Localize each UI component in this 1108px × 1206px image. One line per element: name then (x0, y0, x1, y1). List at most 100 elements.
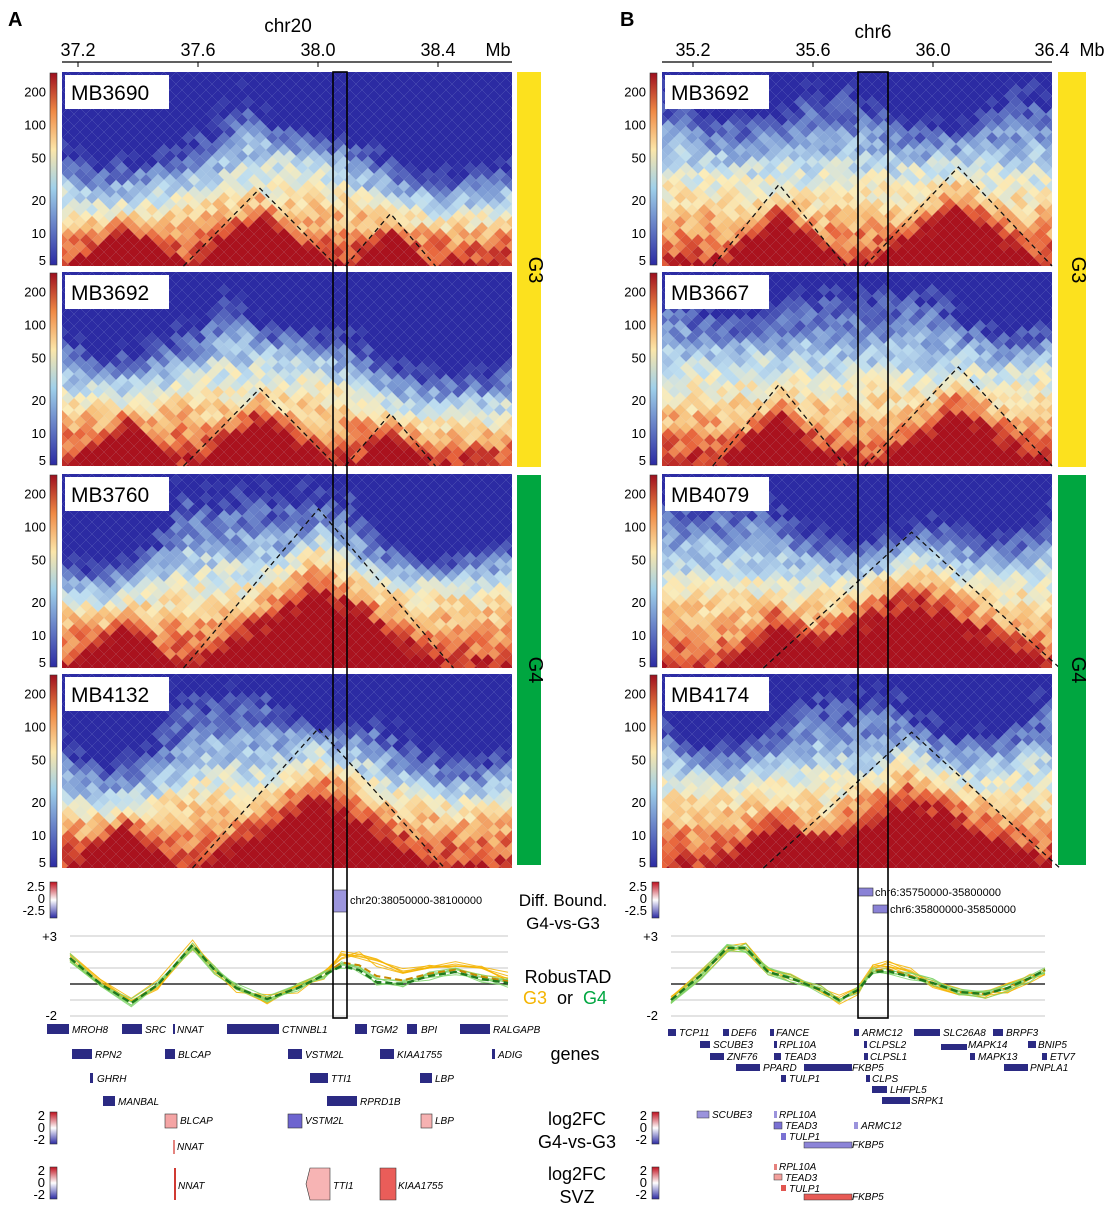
hic-cell (44, 54, 56, 66)
hic-cell (62, 624, 68, 636)
hic-cell (464, 660, 476, 668)
hic-cell (212, 72, 224, 78)
hic-cell (500, 474, 512, 480)
hic-cell (428, 258, 440, 266)
hic-cell (62, 564, 68, 576)
hic-cell (114, 264, 118, 266)
hic-cell (404, 258, 416, 266)
hic-cell (198, 666, 202, 668)
hic-cell (506, 582, 512, 594)
hic-cell (498, 464, 502, 466)
hic-cell (50, 464, 62, 476)
hic-cell (164, 458, 176, 466)
hic-cell (212, 458, 224, 466)
hic-cell (188, 674, 200, 680)
hic-cell (368, 660, 380, 668)
hic-cell (248, 272, 260, 278)
axis-a: 37.2 37.6 38.0 38.4 Mb (60, 40, 512, 67)
hic-cell (62, 114, 68, 126)
hic-cell (128, 660, 140, 668)
hic-cell (66, 264, 70, 266)
hic-cell (62, 516, 68, 528)
hic-cell (368, 72, 380, 78)
hic-cell (236, 458, 248, 466)
hic-cell (62, 162, 68, 174)
panel-letter-a: A (8, 9, 22, 31)
hic-cell (320, 258, 332, 266)
colorbar-tick-label: 200 (24, 284, 46, 299)
hic-cell (428, 674, 440, 680)
hic-cell (452, 272, 464, 278)
hic-cell (308, 458, 320, 466)
hic-cell (506, 296, 512, 308)
hic-cell (62, 150, 68, 162)
hic-cell (428, 660, 440, 668)
hic-cell (500, 660, 512, 668)
hic-cell (506, 654, 512, 666)
hic-cell (428, 272, 440, 278)
hic-cell (258, 264, 262, 266)
hic-cell (224, 258, 236, 266)
hic-cell (488, 458, 500, 466)
hic-cell (270, 666, 274, 668)
hic-cell (428, 72, 440, 78)
hic-cell (506, 132, 512, 144)
hic-cell (308, 272, 320, 278)
hic-cell (506, 734, 512, 746)
hic-cell (506, 630, 512, 642)
hic-cell (140, 458, 152, 466)
hic-cell (62, 434, 68, 446)
hic-cell (200, 258, 212, 266)
hic-cell (92, 258, 104, 266)
hic-cell (62, 398, 68, 410)
hic-cell (506, 228, 512, 240)
hic-cell (174, 264, 178, 266)
hic-cell (506, 72, 512, 84)
hic-cell (62, 246, 68, 258)
hic-cell (506, 686, 512, 698)
axis-unit-label: Mb (485, 40, 510, 60)
hic-cell (506, 356, 512, 368)
hic-cell (236, 258, 248, 266)
hic-cell (462, 666, 466, 668)
hic-cell (356, 474, 368, 480)
hic-cell (380, 258, 392, 266)
hic-cell (138, 464, 142, 466)
axis-tick-label: 38.4 (420, 40, 455, 60)
hic-cell (356, 674, 368, 680)
colorbar-tick-label: 50 (32, 552, 46, 567)
hic-cell (200, 474, 212, 480)
hic-cell (62, 138, 68, 150)
hic-cell (402, 264, 406, 266)
hic-cell (474, 464, 478, 466)
hic-cell (62, 612, 68, 624)
hic-cell (62, 540, 68, 552)
hic-cell (284, 272, 296, 278)
hic-cell (392, 272, 404, 278)
hic-cell (260, 674, 272, 680)
hic-cell (506, 510, 512, 522)
hic-cell (212, 258, 224, 266)
hic-cell (404, 272, 416, 278)
hic-cell (368, 674, 380, 680)
hic-cell (404, 474, 416, 480)
axis-tick-label: 37.6 (180, 40, 215, 60)
hic-cell (404, 72, 416, 78)
hic-cell (368, 272, 380, 278)
hic-cell (474, 666, 478, 668)
hic-cell (506, 216, 512, 228)
hic-cell (440, 674, 452, 680)
hic-cell (428, 458, 440, 466)
hic-cell (500, 458, 512, 466)
hic-cell (62, 126, 68, 138)
hic-cell (128, 458, 140, 466)
hic-cell (234, 464, 238, 466)
hic-cell (476, 72, 488, 78)
hic-cell (284, 474, 296, 480)
hic-cell (62, 338, 68, 350)
colorbar-tick-label: 100 (24, 117, 46, 132)
hic-cell (506, 96, 512, 108)
hic-cell (356, 458, 368, 466)
hic-cell (392, 474, 404, 480)
